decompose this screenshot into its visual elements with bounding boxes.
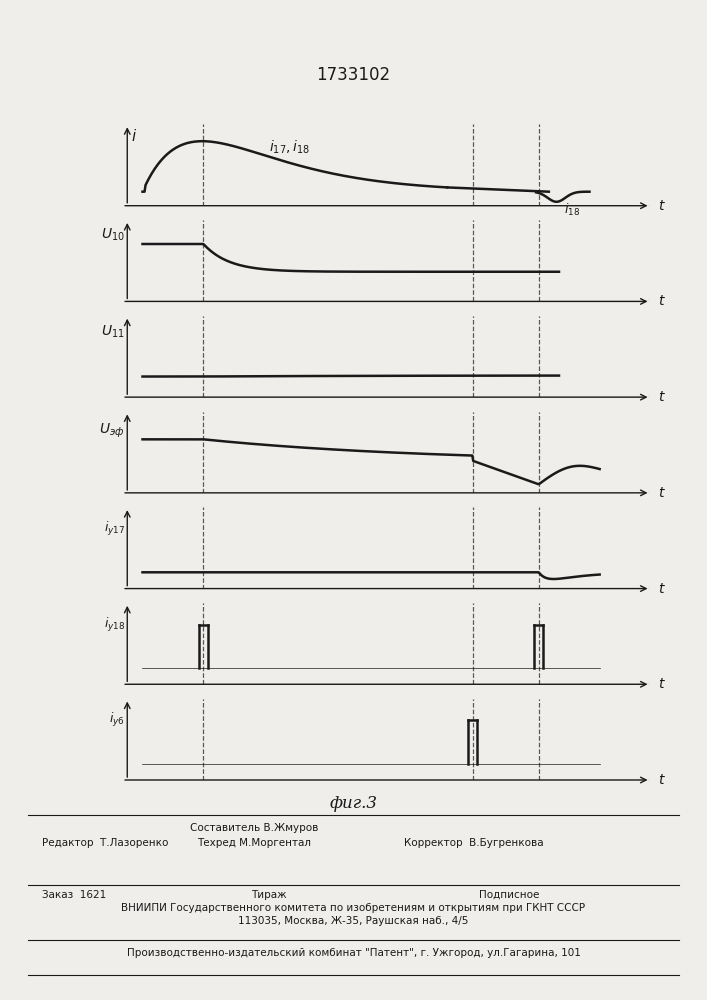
Text: Корректор  В.Бугренкова: Корректор В.Бугренкова [404, 838, 544, 848]
Text: $U_{10}$: $U_{10}$ [101, 226, 124, 243]
Text: $U_{11}$: $U_{11}$ [101, 324, 124, 340]
Text: $t$: $t$ [658, 773, 666, 787]
Text: $t$: $t$ [658, 582, 666, 596]
Text: $i_{18}$: $i_{18}$ [564, 202, 580, 218]
Text: $i_{y17}$: $i_{y17}$ [104, 520, 124, 538]
Text: $U_{эф}$: $U_{эф}$ [99, 422, 124, 440]
Text: Составитель В.Жмуров: Составитель В.Жмуров [190, 823, 319, 833]
Text: Техред М.Моргентал: Техред М.Моргентал [197, 838, 312, 848]
Text: Редактор  Т.Лазоренко: Редактор Т.Лазоренко [42, 838, 169, 848]
Text: фиг.3: фиг.3 [329, 795, 378, 812]
Text: Заказ  1621: Заказ 1621 [42, 890, 107, 900]
Text: $t$: $t$ [658, 199, 666, 213]
Text: 1733102: 1733102 [317, 66, 390, 84]
Text: ВНИИПИ Государственного комитета по изобретениям и открытиям при ГКНТ СССР: ВНИИПИ Государственного комитета по изоб… [122, 903, 585, 913]
Text: Тираж: Тираж [251, 890, 286, 900]
Text: $t$: $t$ [658, 486, 666, 500]
Text: $i$: $i$ [132, 128, 137, 144]
Text: $t$: $t$ [658, 677, 666, 691]
Text: $i_{y18}$: $i_{y18}$ [103, 616, 124, 634]
Text: $t$: $t$ [658, 294, 666, 308]
Text: Производственно-издательский комбинат "Патент", г. Ужгород, ул.Гагарина, 101: Производственно-издательский комбинат "П… [127, 948, 580, 958]
Text: $i_{17}, i_{18}$: $i_{17}, i_{18}$ [269, 138, 311, 156]
Text: $t$: $t$ [658, 390, 666, 404]
Text: Подписное: Подписное [479, 890, 539, 900]
Text: 113035, Москва, Ж-35, Раушская наб., 4/5: 113035, Москва, Ж-35, Раушская наб., 4/5 [238, 916, 469, 926]
Text: $i_{y6}$: $i_{y6}$ [109, 711, 124, 729]
